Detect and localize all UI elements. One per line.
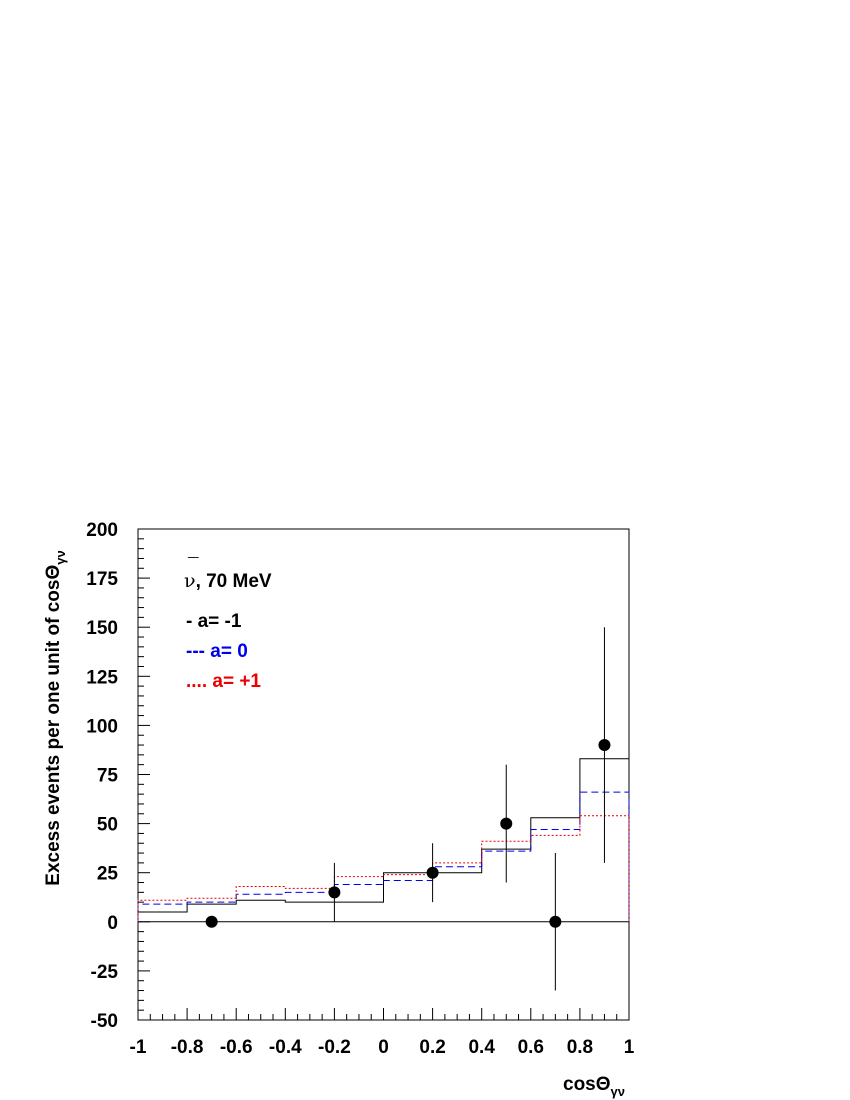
- y-tick-label: 25: [97, 864, 119, 885]
- x-tick-label: 1: [624, 1037, 635, 1058]
- x-tick-label: -1: [130, 1037, 147, 1058]
- data-points-layer: [205, 627, 611, 991]
- histogram-series-2: [137, 815, 630, 922]
- axis-ticks: [137, 528, 630, 1021]
- y-tick-label: 200: [86, 520, 118, 541]
- y-tick-label: -50: [91, 1011, 118, 1032]
- annotation-energy: , 70 MeV: [196, 571, 272, 592]
- x-tick-label: -0.6: [220, 1037, 253, 1058]
- x-tick-label: -0.8: [171, 1037, 204, 1058]
- y-tick-label: -25: [91, 962, 119, 983]
- data-point: [598, 739, 611, 752]
- x-tick-label: 0.4: [468, 1037, 495, 1058]
- data-point: [205, 915, 218, 928]
- y-tick-label: 100: [86, 716, 118, 737]
- legend: - a= -1 --- a= 0 .... a= +1: [186, 611, 261, 692]
- x-axis-title-main: cosΘ: [563, 1074, 611, 1095]
- histogram-series-0: [137, 758, 630, 922]
- x-axis-title-sub: γν: [611, 1084, 625, 1099]
- x-axis-title: cosΘγν: [563, 1074, 625, 1099]
- histogram-layer: [137, 758, 630, 922]
- y-tick-label: 0: [107, 913, 118, 934]
- x-tick-label: 0.8: [567, 1037, 593, 1058]
- annotation-text: ν, 70 MeV: [184, 570, 272, 592]
- y-axis-title-main: Excess events per one unit of cosΘ: [43, 565, 64, 886]
- legend-entry-a-plus-1: .... a= +1: [186, 671, 261, 692]
- data-point: [328, 886, 341, 899]
- annotation-nu: ν: [184, 570, 196, 592]
- y-tick-label: 50: [97, 815, 118, 836]
- histogram-series-1: [137, 791, 630, 922]
- annotation-nu-bar: ¯: [187, 556, 199, 577]
- x-tick-label: -0.4: [269, 1037, 302, 1058]
- data-point: [549, 915, 562, 928]
- y-tick-label: 175: [86, 569, 118, 590]
- x-tick-label: 0.6: [518, 1037, 544, 1058]
- legend-entry-a-0: --- a= 0: [186, 641, 248, 662]
- y-axis-title-sub: γν: [53, 550, 68, 564]
- legend-entry-a-minus-1: - a= -1: [186, 611, 242, 632]
- y-tick-label: 150: [86, 618, 118, 639]
- x-tick-label: -0.2: [318, 1037, 351, 1058]
- y-axis-title: Excess events per one unit of cosΘγν: [43, 550, 68, 885]
- data-point: [426, 866, 439, 879]
- tick-labels: -50 -25 0 25 50 75 100 125 150 175 200 -1 -0.8 -0.6 -0…: [86, 520, 634, 1058]
- data-point: [500, 817, 513, 830]
- y-tick-label: 125: [86, 667, 118, 688]
- x-tick-label: 0.2: [419, 1037, 445, 1058]
- x-tick-label: 0: [378, 1037, 389, 1058]
- y-tick-label: 75: [97, 766, 119, 787]
